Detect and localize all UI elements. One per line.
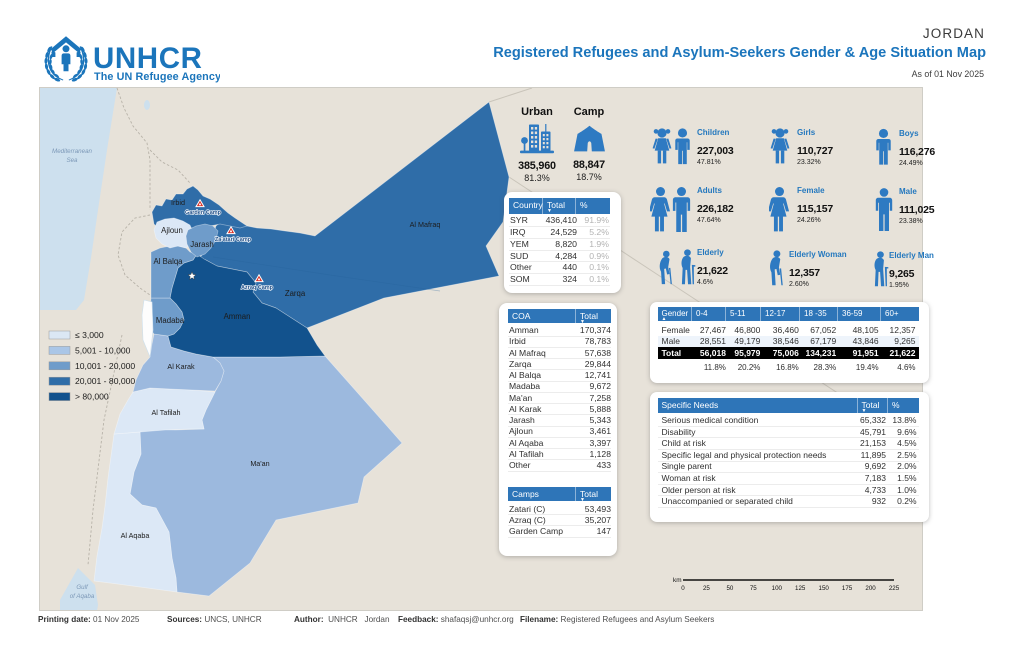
svg-text:25: 25 bbox=[703, 585, 710, 592]
svg-text:Al Balqa: Al Balqa bbox=[153, 257, 183, 266]
svg-text:Ma'an: Ma'an bbox=[250, 459, 269, 468]
svg-text:75: 75 bbox=[750, 585, 757, 592]
svg-text:Za'atari Camp: Za'atari Camp bbox=[215, 237, 252, 243]
svg-text:10,001 - 20,000: 10,001 - 20,000 bbox=[75, 361, 135, 371]
svg-text:of Aqaba: of Aqaba bbox=[70, 593, 95, 600]
svg-text:Irbid: Irbid bbox=[171, 198, 185, 207]
svg-text:Zarqa: Zarqa bbox=[285, 289, 306, 298]
svg-text:100: 100 bbox=[772, 585, 783, 592]
svg-text:Ajloun: Ajloun bbox=[161, 226, 183, 235]
svg-text:20,001 - 80,000: 20,001 - 80,000 bbox=[75, 376, 135, 386]
svg-text:225: 225 bbox=[889, 585, 900, 592]
svg-text:Al Mafraq: Al Mafraq bbox=[410, 220, 441, 229]
svg-text:> 80,000: > 80,000 bbox=[75, 392, 109, 402]
svg-text:0: 0 bbox=[681, 585, 685, 592]
svg-text:175: 175 bbox=[842, 585, 853, 592]
svg-text:Mediterranean: Mediterranean bbox=[52, 148, 92, 155]
svg-text:125: 125 bbox=[795, 585, 806, 592]
svg-text:Al Aqaba: Al Aqaba bbox=[121, 531, 150, 540]
svg-text:50: 50 bbox=[726, 585, 733, 592]
svg-text:Azraq Camp: Azraq Camp bbox=[241, 285, 274, 291]
svg-text:Al Tafilah: Al Tafilah bbox=[151, 408, 180, 417]
svg-text:Gulf: Gulf bbox=[76, 584, 89, 591]
svg-text:Amman: Amman bbox=[224, 312, 251, 321]
svg-text:200: 200 bbox=[865, 585, 876, 592]
svg-text:150: 150 bbox=[819, 585, 830, 592]
svg-text:Sea: Sea bbox=[66, 157, 78, 164]
svg-text:km: km bbox=[673, 577, 682, 584]
svg-text:The UN Refugee Agency: The UN Refugee Agency bbox=[94, 71, 220, 83]
svg-text:5,001 - 10,000: 5,001 - 10,000 bbox=[75, 345, 131, 355]
svg-text:Garden Camp: Garden Camp bbox=[185, 210, 222, 216]
svg-text:Madaba: Madaba bbox=[156, 316, 185, 325]
svg-text:UNHCR: UNHCR bbox=[93, 42, 203, 75]
svg-text:Jarash: Jarash bbox=[190, 240, 213, 249]
svg-text:Al Karak: Al Karak bbox=[167, 362, 195, 371]
svg-text:≤ 3,000: ≤ 3,000 bbox=[75, 330, 104, 340]
